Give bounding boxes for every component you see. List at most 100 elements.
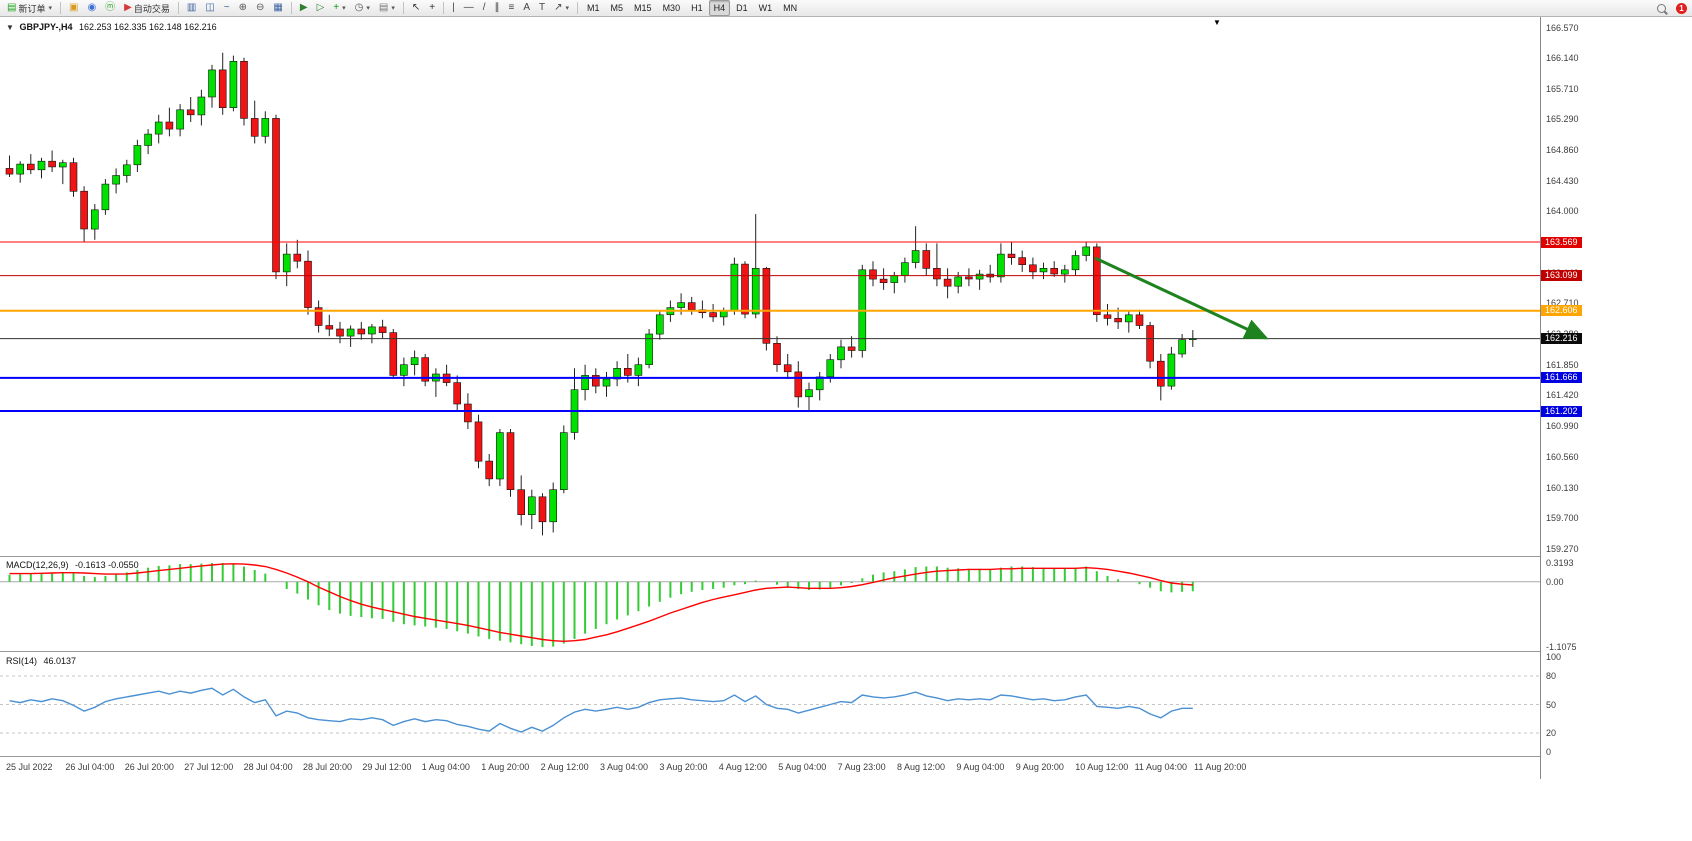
- candle-body: [197, 96, 206, 116]
- candle-body: [336, 328, 344, 337]
- price-axis-label: 160.990: [1546, 421, 1579, 432]
- rsi-axis-label: 50: [1546, 699, 1557, 710]
- trendline-button[interactable]: /: [479, 0, 490, 17]
- candle-body: [37, 160, 46, 171]
- candle-body: [1157, 360, 1165, 387]
- arrows-button[interactable]: ↗ ▾: [550, 0, 573, 17]
- candle-body: [655, 314, 664, 335]
- symbol-timeframe-label: GBPJPY-,H4: [19, 22, 73, 32]
- toolbar-separator: [577, 2, 579, 14]
- candle-body: [1135, 314, 1144, 326]
- candle-body: [538, 496, 547, 523]
- time-axis-label: 9 Aug 20:00: [1015, 762, 1064, 772]
- candle-body: [975, 273, 984, 280]
- crosshair-button[interactable]: +: [425, 0, 439, 17]
- candle-body: [805, 389, 813, 398]
- vertical-line-button[interactable]: |: [448, 0, 459, 17]
- candle-body: [1146, 325, 1154, 362]
- fibonacci-icon: ≡: [508, 2, 515, 13]
- toolbar-separator: [290, 2, 292, 14]
- candle-body: [943, 278, 952, 287]
- timeframe-m1-button[interactable]: M1: [587, 3, 600, 13]
- label-button[interactable]: T: [535, 0, 549, 17]
- panel-separator[interactable]: [0, 651, 1692, 652]
- price-level-badge: 161.202: [1541, 405, 1582, 417]
- macd-axis-label: 0.3193: [1546, 558, 1574, 568]
- periods-button[interactable]: ◷ ▾: [351, 0, 374, 17]
- search-button[interactable]: [1653, 0, 1670, 17]
- rsi-axis-label: 100: [1546, 652, 1562, 662]
- chart-shift-marker-icon[interactable]: ▼: [1213, 18, 1221, 27]
- candle-body: [1082, 246, 1090, 256]
- auto-trading-button[interactable]: ▶ 自动交易: [120, 0, 174, 17]
- new-order-button[interactable]: ▤ 新订单 ▾: [3, 0, 56, 17]
- panel-separator[interactable]: [0, 556, 1692, 557]
- timeframe-m5-button[interactable]: M5: [610, 3, 624, 13]
- timeframe-w1-button[interactable]: W1: [758, 3, 773, 13]
- mql5-button[interactable]: ⓜ: [101, 0, 119, 17]
- candle-body: [623, 367, 632, 376]
- zoom-out-button[interactable]: ⊖: [252, 0, 268, 17]
- timeframe-mn-button[interactable]: MN: [783, 3, 798, 13]
- price-axis-label: 165.290: [1546, 114, 1579, 125]
- candle-body: [954, 276, 963, 287]
- toolbar-separator: [177, 2, 179, 14]
- auto-scroll-button[interactable]: ▶: [296, 0, 312, 17]
- price-level-badge: 162.606: [1541, 305, 1582, 317]
- auto-trading-icon: ▶: [124, 2, 132, 13]
- candle-body: [1114, 317, 1122, 323]
- candle-body: [186, 109, 195, 116]
- channel-button[interactable]: ∥: [490, 0, 503, 17]
- one-click-trading-toggle[interactable]: ▼: [6, 23, 14, 32]
- timeframe-h1-button[interactable]: H1: [691, 3, 703, 13]
- time-axis-label: 26 Jul 04:00: [65, 762, 115, 772]
- bar-chart-button[interactable]: ▥: [183, 0, 200, 17]
- candle-body: [410, 357, 419, 366]
- macd-chart-canvas[interactable]: [0, 557, 1540, 651]
- main-chart-canvas[interactable]: [0, 17, 1540, 556]
- price-axis-label: 164.000: [1546, 206, 1579, 217]
- zoom-in-button[interactable]: ⊕: [235, 0, 251, 17]
- price-axis-label: 164.430: [1546, 175, 1579, 186]
- candle-body: [997, 253, 1005, 278]
- timeframe-m30-button[interactable]: M30: [662, 3, 681, 13]
- candle-body: [1050, 268, 1058, 275]
- time-axis[interactable]: 25 Jul 2022 26 Jul 04:00 26 Jul 20:00 27 Ju…: [0, 757, 1540, 779]
- notification-badge[interactable]: 1: [1676, 2, 1687, 14]
- templates-icon: ▤: [378, 2, 389, 13]
- candle-body: [1018, 257, 1027, 266]
- time-axis-label: 1 Aug 20:00: [481, 762, 530, 772]
- candle-body: [559, 432, 568, 491]
- ohlc-values: 162.253 162.335 162.148 162.216: [78, 22, 217, 32]
- line-chart-button[interactable]: ~: [220, 0, 234, 17]
- candle-body: [1103, 314, 1112, 319]
- tile-windows-button[interactable]: ▦: [269, 0, 286, 17]
- horizontal-line-button[interactable]: —: [460, 0, 478, 17]
- timeframe-m15-button[interactable]: M15: [634, 3, 652, 13]
- templates-button[interactable]: ▤ ▾: [375, 0, 399, 17]
- text-button[interactable]: A: [519, 0, 534, 17]
- rsi-chart-canvas[interactable]: [0, 652, 1540, 756]
- price-axis-label: 166.140: [1546, 53, 1579, 64]
- candle-body: [783, 364, 792, 373]
- candle-body: [485, 460, 494, 480]
- fibonacci-button[interactable]: ≡: [504, 0, 518, 17]
- cursor-button[interactable]: ↖: [408, 0, 424, 17]
- macd-axis-label: 0.00: [1546, 576, 1564, 587]
- indicators-button[interactable]: + ▾: [329, 0, 349, 17]
- candle-body: [5, 168, 14, 175]
- channel-icon: ∥: [494, 2, 500, 13]
- charts-profile-button[interactable]: ▣: [65, 0, 82, 17]
- candle-body: [933, 268, 941, 280]
- chevron-down-icon: ▾: [565, 5, 570, 12]
- candlestick-button[interactable]: ◫: [201, 0, 218, 17]
- community-button[interactable]: ◉: [83, 0, 100, 17]
- timeframe-d1-button[interactable]: D1: [736, 3, 748, 13]
- chart-shift-button[interactable]: ▷: [313, 0, 329, 17]
- timeframe-h4-button[interactable]: H4: [708, 0, 731, 16]
- candle-body: [869, 269, 877, 280]
- price-axis[interactable]: 166.570 166.140 165.710 165.290 164.860 164.4…: [1540, 17, 1692, 779]
- toolbar-right: 1: [1653, 0, 1689, 17]
- price-level-badge: 163.099: [1541, 270, 1582, 282]
